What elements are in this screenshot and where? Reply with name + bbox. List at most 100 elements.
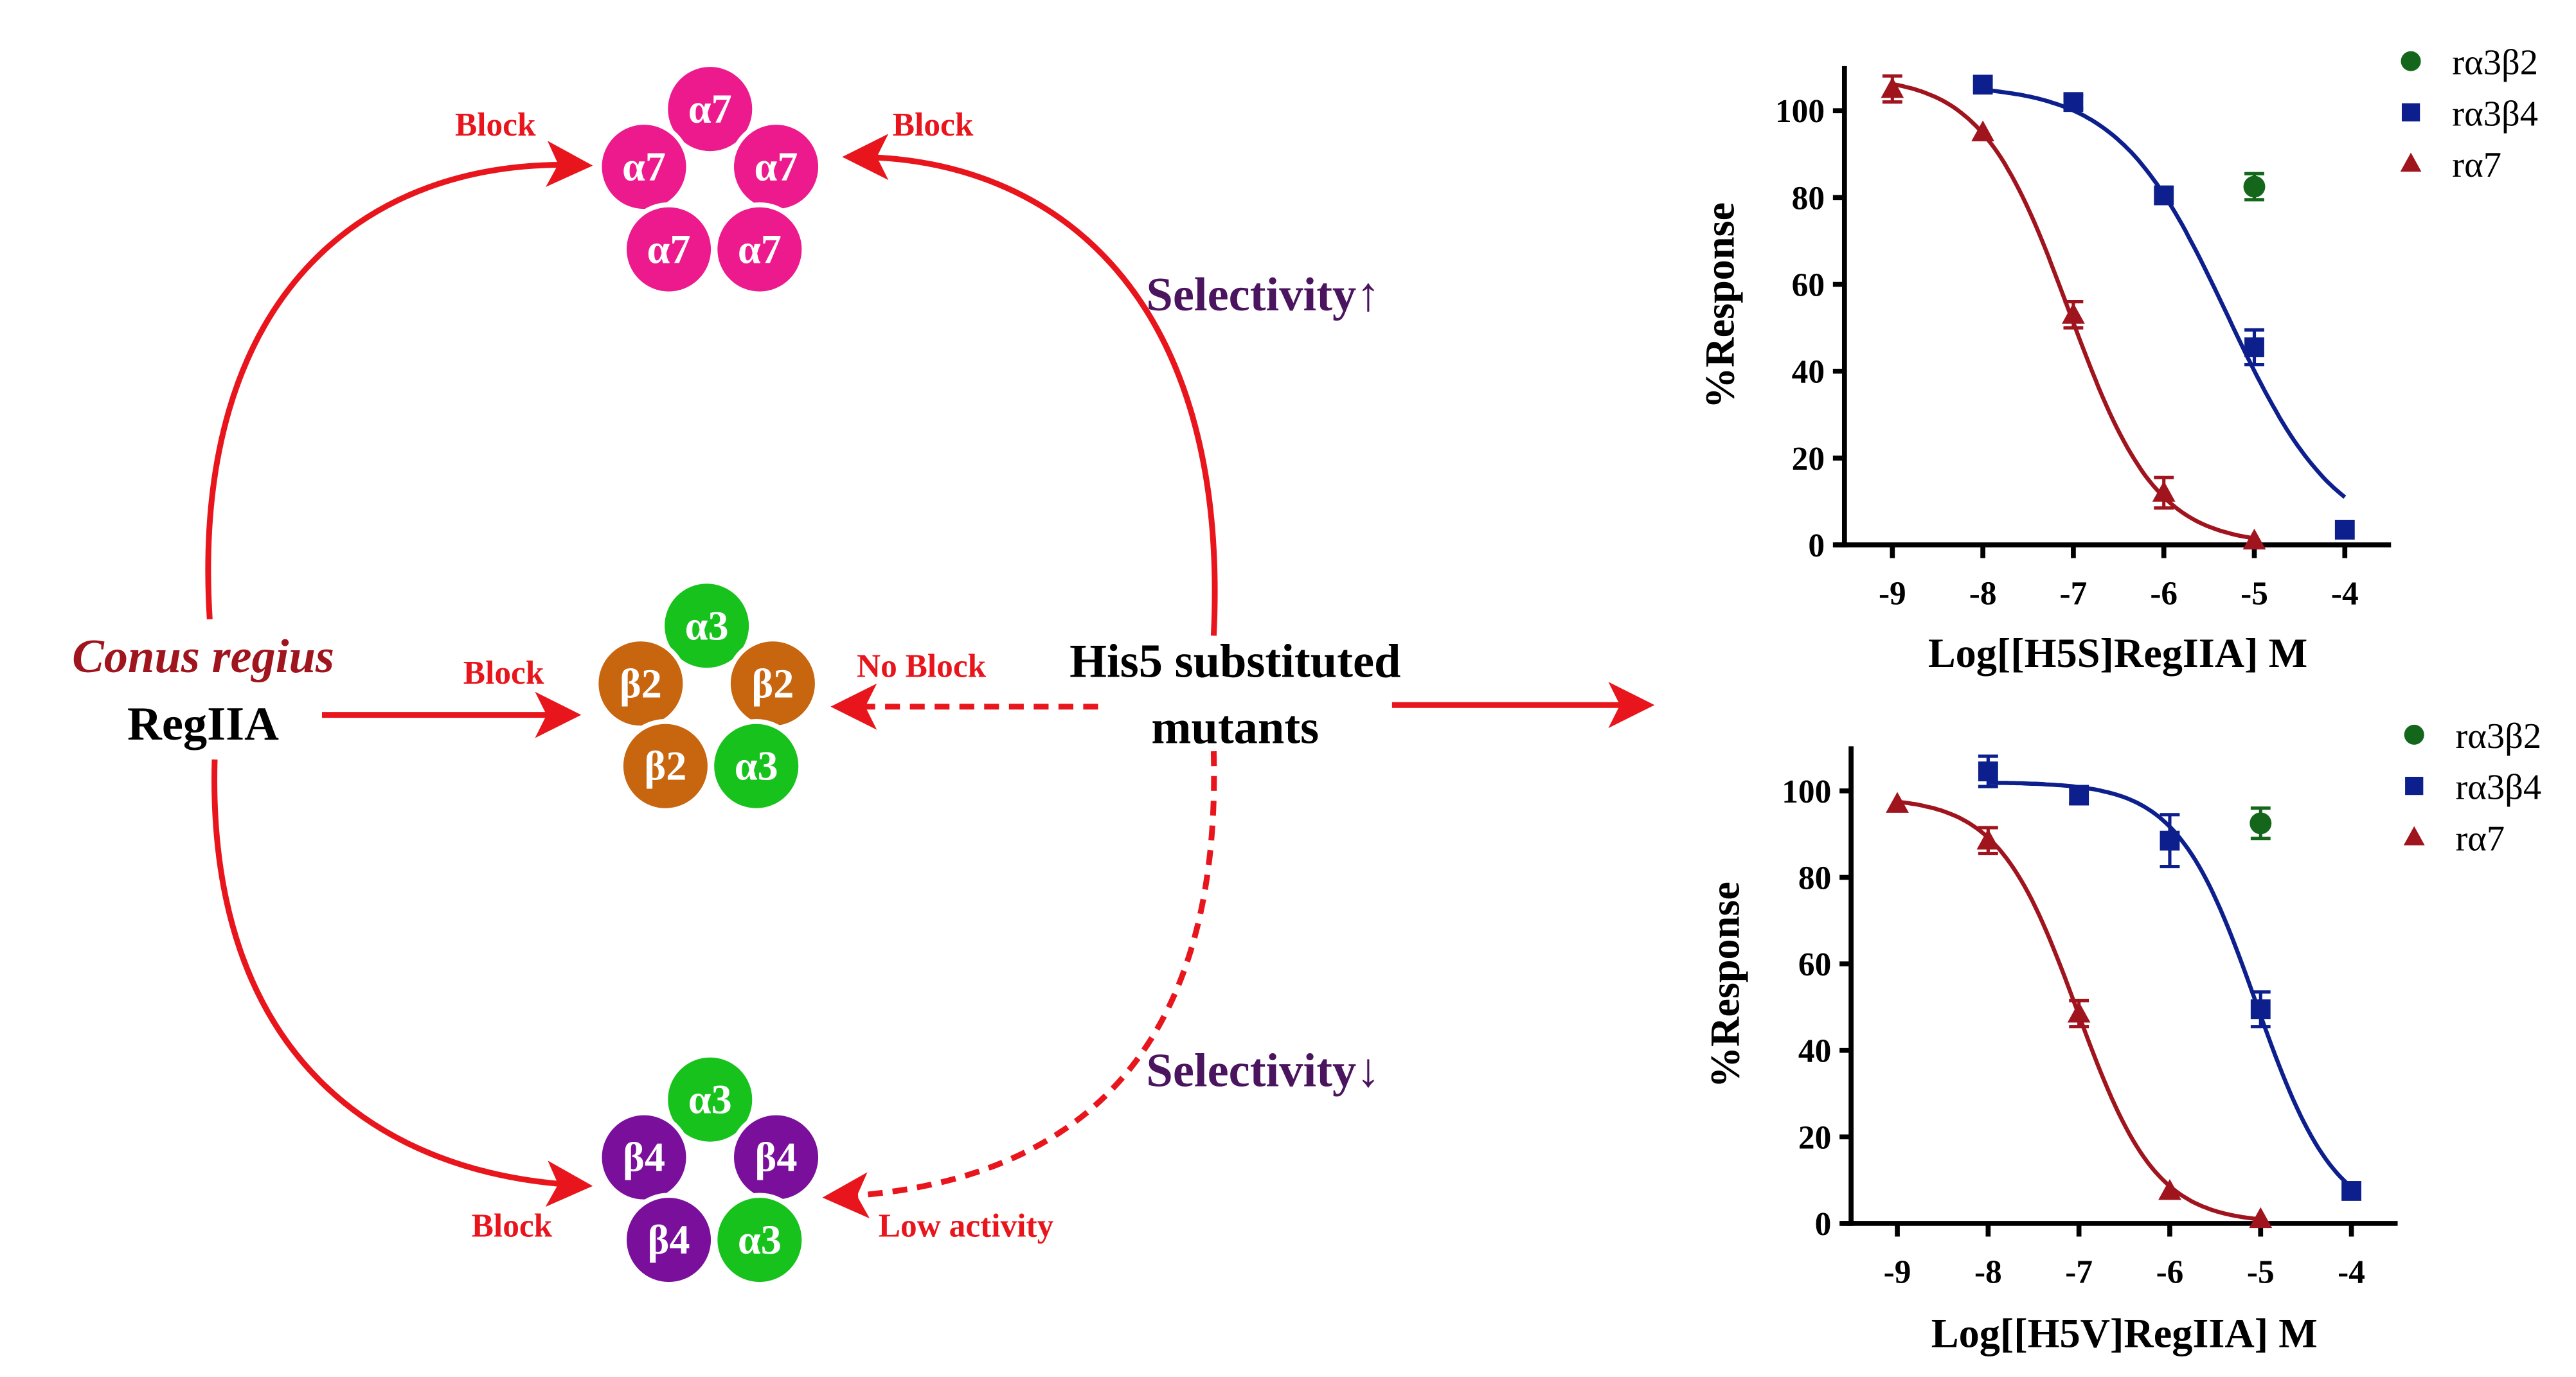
y-tick-label: 100 xyxy=(1775,93,1825,130)
subunit-circle xyxy=(712,1193,807,1287)
series-rα3β2: rα3β2 xyxy=(2250,716,2541,840)
label-mutants-line1: His5 substituted xyxy=(1069,635,1400,688)
data-point xyxy=(2152,481,2176,502)
data-point xyxy=(1886,792,1909,813)
label-block-bottom: Block xyxy=(472,1207,553,1244)
x-tick-label: -6 xyxy=(2156,1254,2184,1290)
series-rα3β4: rα3β4 xyxy=(1972,75,2538,540)
x-tick-label: -6 xyxy=(2150,575,2178,612)
arrows xyxy=(205,134,1655,1219)
subunit-label: α3 xyxy=(688,1077,732,1123)
data-point xyxy=(2250,999,2271,1020)
label-species: Conus regius xyxy=(72,630,334,683)
legend-label: rα3β4 xyxy=(2452,94,2538,134)
subunit-label: β2 xyxy=(751,661,794,706)
x-axis-label: Log[[H5S]RegIIA] M xyxy=(1928,630,2307,676)
arrow-mutants-to-alpha7 xyxy=(842,134,1218,636)
subunit-label: β2 xyxy=(644,743,686,789)
y-tick-label: 60 xyxy=(1792,267,1825,304)
data-point xyxy=(2069,785,2089,805)
y-tick-label: 80 xyxy=(1798,860,1831,896)
data-point xyxy=(2158,1178,2181,1200)
arrow-regiia-to-alpha3beta4 xyxy=(211,759,593,1207)
data-point xyxy=(2154,185,2174,206)
receptor-alpha3beta4: α3 β4 β4 β4 α3 xyxy=(596,1053,823,1287)
x-tick-label: -9 xyxy=(1879,575,1906,612)
legend-label: rα3β2 xyxy=(2455,716,2541,756)
series-rα3β4: rα3β4 xyxy=(1978,754,2541,1201)
arrow-mutants-to-alpha3beta4-dashed xyxy=(822,751,1217,1219)
y-tick-label: 20 xyxy=(1798,1119,1831,1156)
subunit-circle xyxy=(663,62,757,156)
series-rα7: rα7 xyxy=(1881,74,2501,550)
data-point xyxy=(1978,761,1998,781)
legend-label: rα7 xyxy=(2452,145,2501,185)
subunit-label: α3 xyxy=(685,603,729,648)
x-tick-label: -8 xyxy=(1969,575,1997,612)
legend-marker xyxy=(2403,826,2425,846)
y-axis-label: %Response xyxy=(1697,202,1743,409)
arrow-regiia-to-alpha7 xyxy=(205,141,593,619)
chart-2: 0 20 40 60 80 100 -9 -8 -7 -6 -5 -4 Log[[H5V]RegIIA]… xyxy=(1702,716,2541,1356)
label-selectivity-up: Selectivity↑ xyxy=(1146,269,1380,321)
legend-marker xyxy=(2405,776,2424,795)
data-point xyxy=(2062,303,2085,324)
subunit-label: α7 xyxy=(688,86,732,132)
label-peptide: RegIIA xyxy=(127,698,279,751)
data-point xyxy=(2341,1181,2361,1201)
data-point xyxy=(1976,828,2000,850)
data-point xyxy=(1972,75,1993,95)
legend-marker xyxy=(2401,103,2420,121)
data-point xyxy=(1971,120,1995,141)
data-point xyxy=(2249,1207,2273,1229)
receptor-alpha7: α7 α7 α7 α7 α7 xyxy=(596,62,823,297)
y-tick-label: 80 xyxy=(1792,180,1825,217)
data-point xyxy=(2063,92,2084,112)
label-selectivity-down: Selectivity↓ xyxy=(1146,1045,1380,1097)
y-tick-label: 0 xyxy=(1808,528,1825,564)
subunit-label: β4 xyxy=(623,1135,665,1180)
data-point xyxy=(2250,812,2272,835)
label-mutants-line2: mutants xyxy=(1151,701,1319,754)
x-tick-label: -5 xyxy=(2241,575,2268,612)
label-block-top-right: Block xyxy=(893,107,974,143)
x-tick-label: -4 xyxy=(2338,1254,2365,1290)
subunit-circle xyxy=(712,202,807,297)
legend-marker xyxy=(2404,724,2424,745)
receptor-alpha3beta2: α3 β2 β2 β2 α3 xyxy=(593,578,820,813)
y-axis-label: %Response xyxy=(1702,882,1748,1088)
subunit-label: α7 xyxy=(738,227,782,272)
x-tick-label: -5 xyxy=(2247,1254,2275,1290)
subunit-label: β4 xyxy=(648,1217,690,1263)
legend-marker xyxy=(2400,152,2422,172)
subunit-label: α7 xyxy=(647,227,691,272)
subunit-label: α3 xyxy=(735,743,778,789)
subunit-circle xyxy=(709,719,803,813)
label-no-block: No Block xyxy=(857,648,987,685)
label-block-top-left: Block xyxy=(455,107,536,143)
charts: 0 20 40 60 80 100 -9 -8 -7 -6 -5 -4 Log[[H5S]RegIIA]… xyxy=(1697,43,2541,1356)
x-axis-label: Log[[H5V]RegIIA] M xyxy=(1931,1311,2318,1356)
y-tick-label: 40 xyxy=(1792,354,1825,391)
data-point xyxy=(2067,1001,2091,1023)
data-point xyxy=(1881,76,1904,98)
chart-1: 0 20 40 60 80 100 -9 -8 -7 -6 -5 -4 Log[[H5S]RegIIA]… xyxy=(1697,43,2538,676)
data-point xyxy=(2242,528,2266,550)
series-rα3β2: rα3β2 xyxy=(2243,43,2538,202)
y-tick-label: 40 xyxy=(1798,1033,1831,1070)
subunit-label: β4 xyxy=(755,1135,798,1180)
data-point xyxy=(2160,830,2180,851)
subunit-label: β2 xyxy=(620,661,662,706)
legend-label: rα3β2 xyxy=(2452,43,2538,83)
label-low-activity: Low activity xyxy=(879,1207,1054,1244)
legend-label: rα7 xyxy=(2455,819,2505,858)
x-tick-label: -9 xyxy=(1884,1254,1911,1290)
x-tick-label: -4 xyxy=(2331,575,2359,612)
fit-curve xyxy=(1982,87,2347,499)
legend-marker xyxy=(2401,51,2421,71)
x-tick-label: -7 xyxy=(2060,575,2088,612)
legend-label: rα3β4 xyxy=(2455,768,2541,808)
subunit-label: α7 xyxy=(755,144,798,190)
y-tick-label: 100 xyxy=(1782,774,1831,810)
label-block-middle: Block xyxy=(463,655,544,691)
